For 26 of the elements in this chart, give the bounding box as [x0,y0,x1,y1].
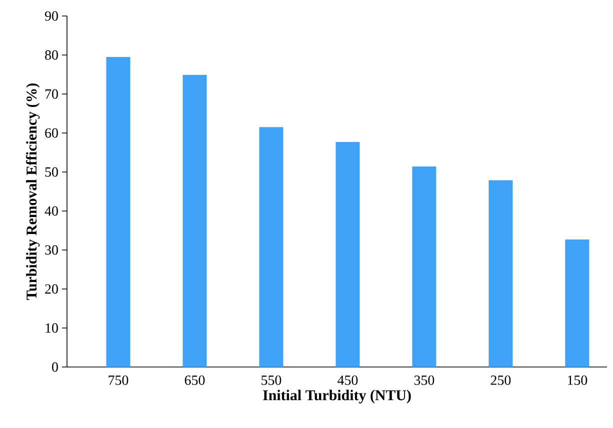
bar [106,56,130,367]
x-tick-label: 750 [108,376,128,385]
y-tick-label: 70 [45,89,58,99]
x-tick-label: 150 [568,376,588,385]
bar [565,239,590,367]
x-tick-label: 250 [490,376,511,385]
y-tick-label: 90 [44,11,58,21]
bar [336,142,360,367]
y-tick-label: 40 [44,206,58,216]
x-tick-label: 550 [262,376,282,385]
y-tick-label: 30 [45,245,58,255]
x-tick-label: 450 [338,376,358,385]
bar [259,127,284,367]
x-tick-label: 350 [414,376,434,385]
y-tick-label: 20 [45,284,58,294]
x-axis-title: Initial Turbidity (NTU) [263,390,411,404]
x-tick-label: 650 [184,376,205,385]
y-tick-label: 80 [45,50,58,60]
y-tick-label: 0 [52,362,58,372]
y-tick-label: 60 [45,128,58,138]
y-tick-label: 50 [45,167,58,177]
bar [412,166,436,367]
bar [488,180,513,367]
bar [182,74,207,367]
y-axis-title: Turbidity Removal Efficiency (%) [26,83,40,300]
y-tick-label: 10 [46,323,58,333]
